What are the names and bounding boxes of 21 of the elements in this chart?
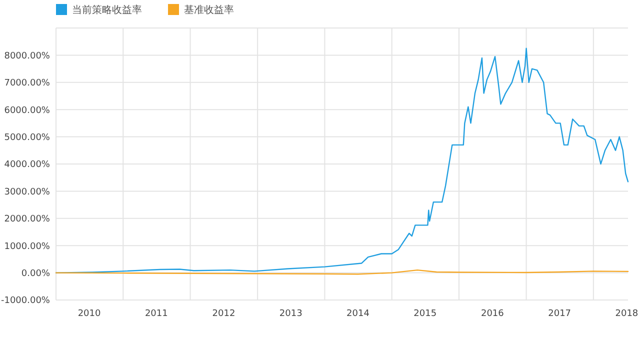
x-tick-label: 2011 (144, 309, 168, 319)
y-tick-label: 0.00% (21, 268, 50, 279)
y-tick-label: 7000.00% (4, 78, 50, 89)
y-tick-label: 1000.00% (4, 242, 50, 252)
x-tick-label: 2010 (78, 309, 102, 319)
x-tick-label: 2012 (212, 309, 236, 319)
x-tick-label: 2018 (615, 309, 638, 319)
x-tick-label: 2014 (346, 309, 370, 319)
y-tick-label: 6000.00% (4, 106, 50, 116)
y-tick-label: 4000.00% (4, 160, 50, 170)
y-tick-label: -1000.00% (0, 296, 50, 306)
y-tick-label: 5000.00% (4, 132, 50, 143)
legend-label: 基准收益率 (184, 4, 234, 16)
legend-label: 当前策略收益率 (72, 4, 142, 16)
x-tick-label: 2017 (548, 309, 572, 319)
y-tick-label: 3000.00% (4, 187, 50, 198)
y-tick-label: 8000.00% (4, 51, 50, 62)
x-tick-label: 2015 (414, 309, 437, 319)
y-tick-label: 2000.00% (4, 214, 50, 225)
x-tick-label: 2013 (279, 309, 302, 319)
x-tick-label: 2016 (480, 309, 504, 319)
